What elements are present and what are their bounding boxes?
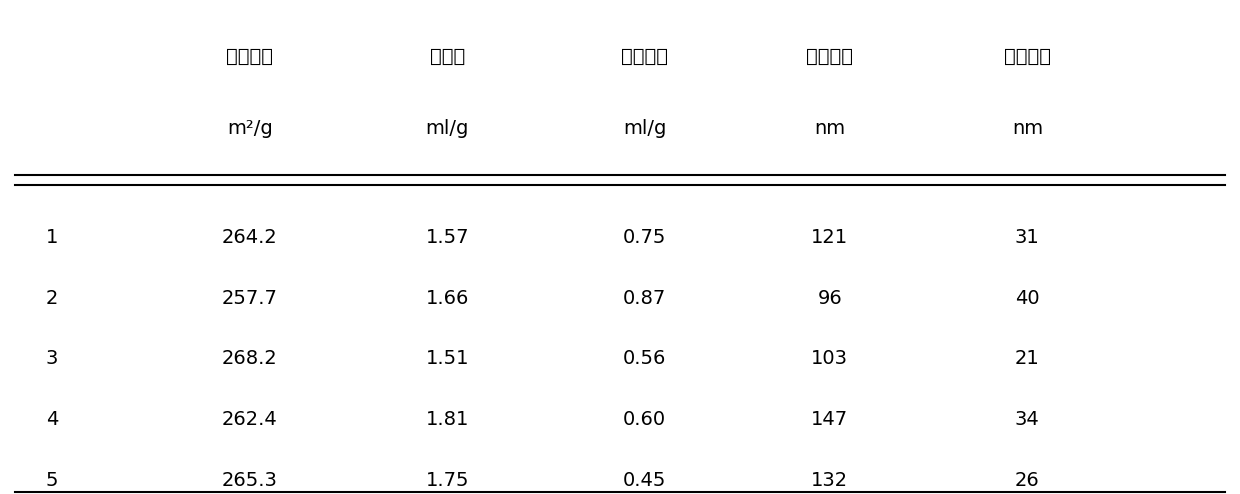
Text: 268.2: 268.2 [222,349,278,369]
Text: m²/g: m²/g [227,119,273,138]
Text: 264.2: 264.2 [222,228,278,247]
Text: 103: 103 [811,349,848,369]
Text: 0.87: 0.87 [622,289,666,308]
Text: 1.75: 1.75 [425,471,469,490]
Text: 121: 121 [811,228,848,247]
Text: 1.81: 1.81 [425,410,469,429]
Text: 96: 96 [817,289,842,308]
Text: 262.4: 262.4 [222,410,278,429]
Text: 5: 5 [46,471,58,490]
Text: 31: 31 [1016,228,1040,247]
Text: ml/g: ml/g [622,119,666,138]
Text: 132: 132 [811,471,848,490]
Text: 0.75: 0.75 [622,228,666,247]
Text: ml/g: ml/g [425,119,469,138]
Text: 1: 1 [46,228,58,247]
Text: 21: 21 [1016,349,1040,369]
Text: 40: 40 [1016,289,1039,308]
Text: 2: 2 [46,289,58,308]
Text: 4: 4 [46,410,58,429]
Text: 0.60: 0.60 [624,410,666,429]
Text: 比表面积: 比表面积 [226,46,273,66]
Text: 介孔孔径: 介孔孔径 [1004,46,1050,66]
Text: 26: 26 [1016,471,1040,490]
Text: 34: 34 [1016,410,1040,429]
Text: 0.56: 0.56 [622,349,666,369]
Text: nm: nm [815,119,846,138]
Text: 3: 3 [46,349,58,369]
Text: 大孔孔容: 大孔孔容 [621,46,668,66]
Text: 总孔容: 总孔容 [429,46,465,66]
Text: 1.66: 1.66 [425,289,469,308]
Text: 265.3: 265.3 [222,471,278,490]
Text: 257.7: 257.7 [222,289,278,308]
Text: 大孔孔径: 大孔孔径 [806,46,853,66]
Text: 1.51: 1.51 [425,349,469,369]
Text: nm: nm [1012,119,1043,138]
Text: 0.45: 0.45 [622,471,666,490]
Text: 147: 147 [811,410,848,429]
Text: 1.57: 1.57 [425,228,469,247]
